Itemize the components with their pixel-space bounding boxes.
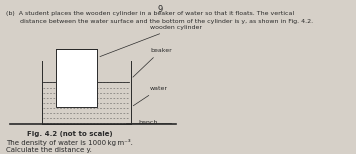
Text: Calculate the distance y.: Calculate the distance y. [6, 147, 92, 153]
Text: The density of water is 1000 kg m⁻³.: The density of water is 1000 kg m⁻³. [6, 139, 133, 146]
Text: y: y [85, 90, 90, 99]
Text: bench: bench [139, 120, 158, 125]
Text: 9: 9 [157, 5, 162, 14]
Text: Fig. 4.2 (not to scale): Fig. 4.2 (not to scale) [27, 131, 113, 137]
Text: water: water [133, 86, 168, 106]
FancyBboxPatch shape [56, 49, 98, 107]
Text: wooden cylinder: wooden cylinder [100, 25, 202, 57]
Text: (b)  A student places the wooden cylinder in a beaker of water so that it floats: (b) A student places the wooden cylinder… [6, 11, 294, 16]
Text: beaker: beaker [133, 48, 172, 77]
Text: distance between the water surface and the bottom of the cylinder is y, as shown: distance between the water surface and t… [6, 19, 314, 24]
